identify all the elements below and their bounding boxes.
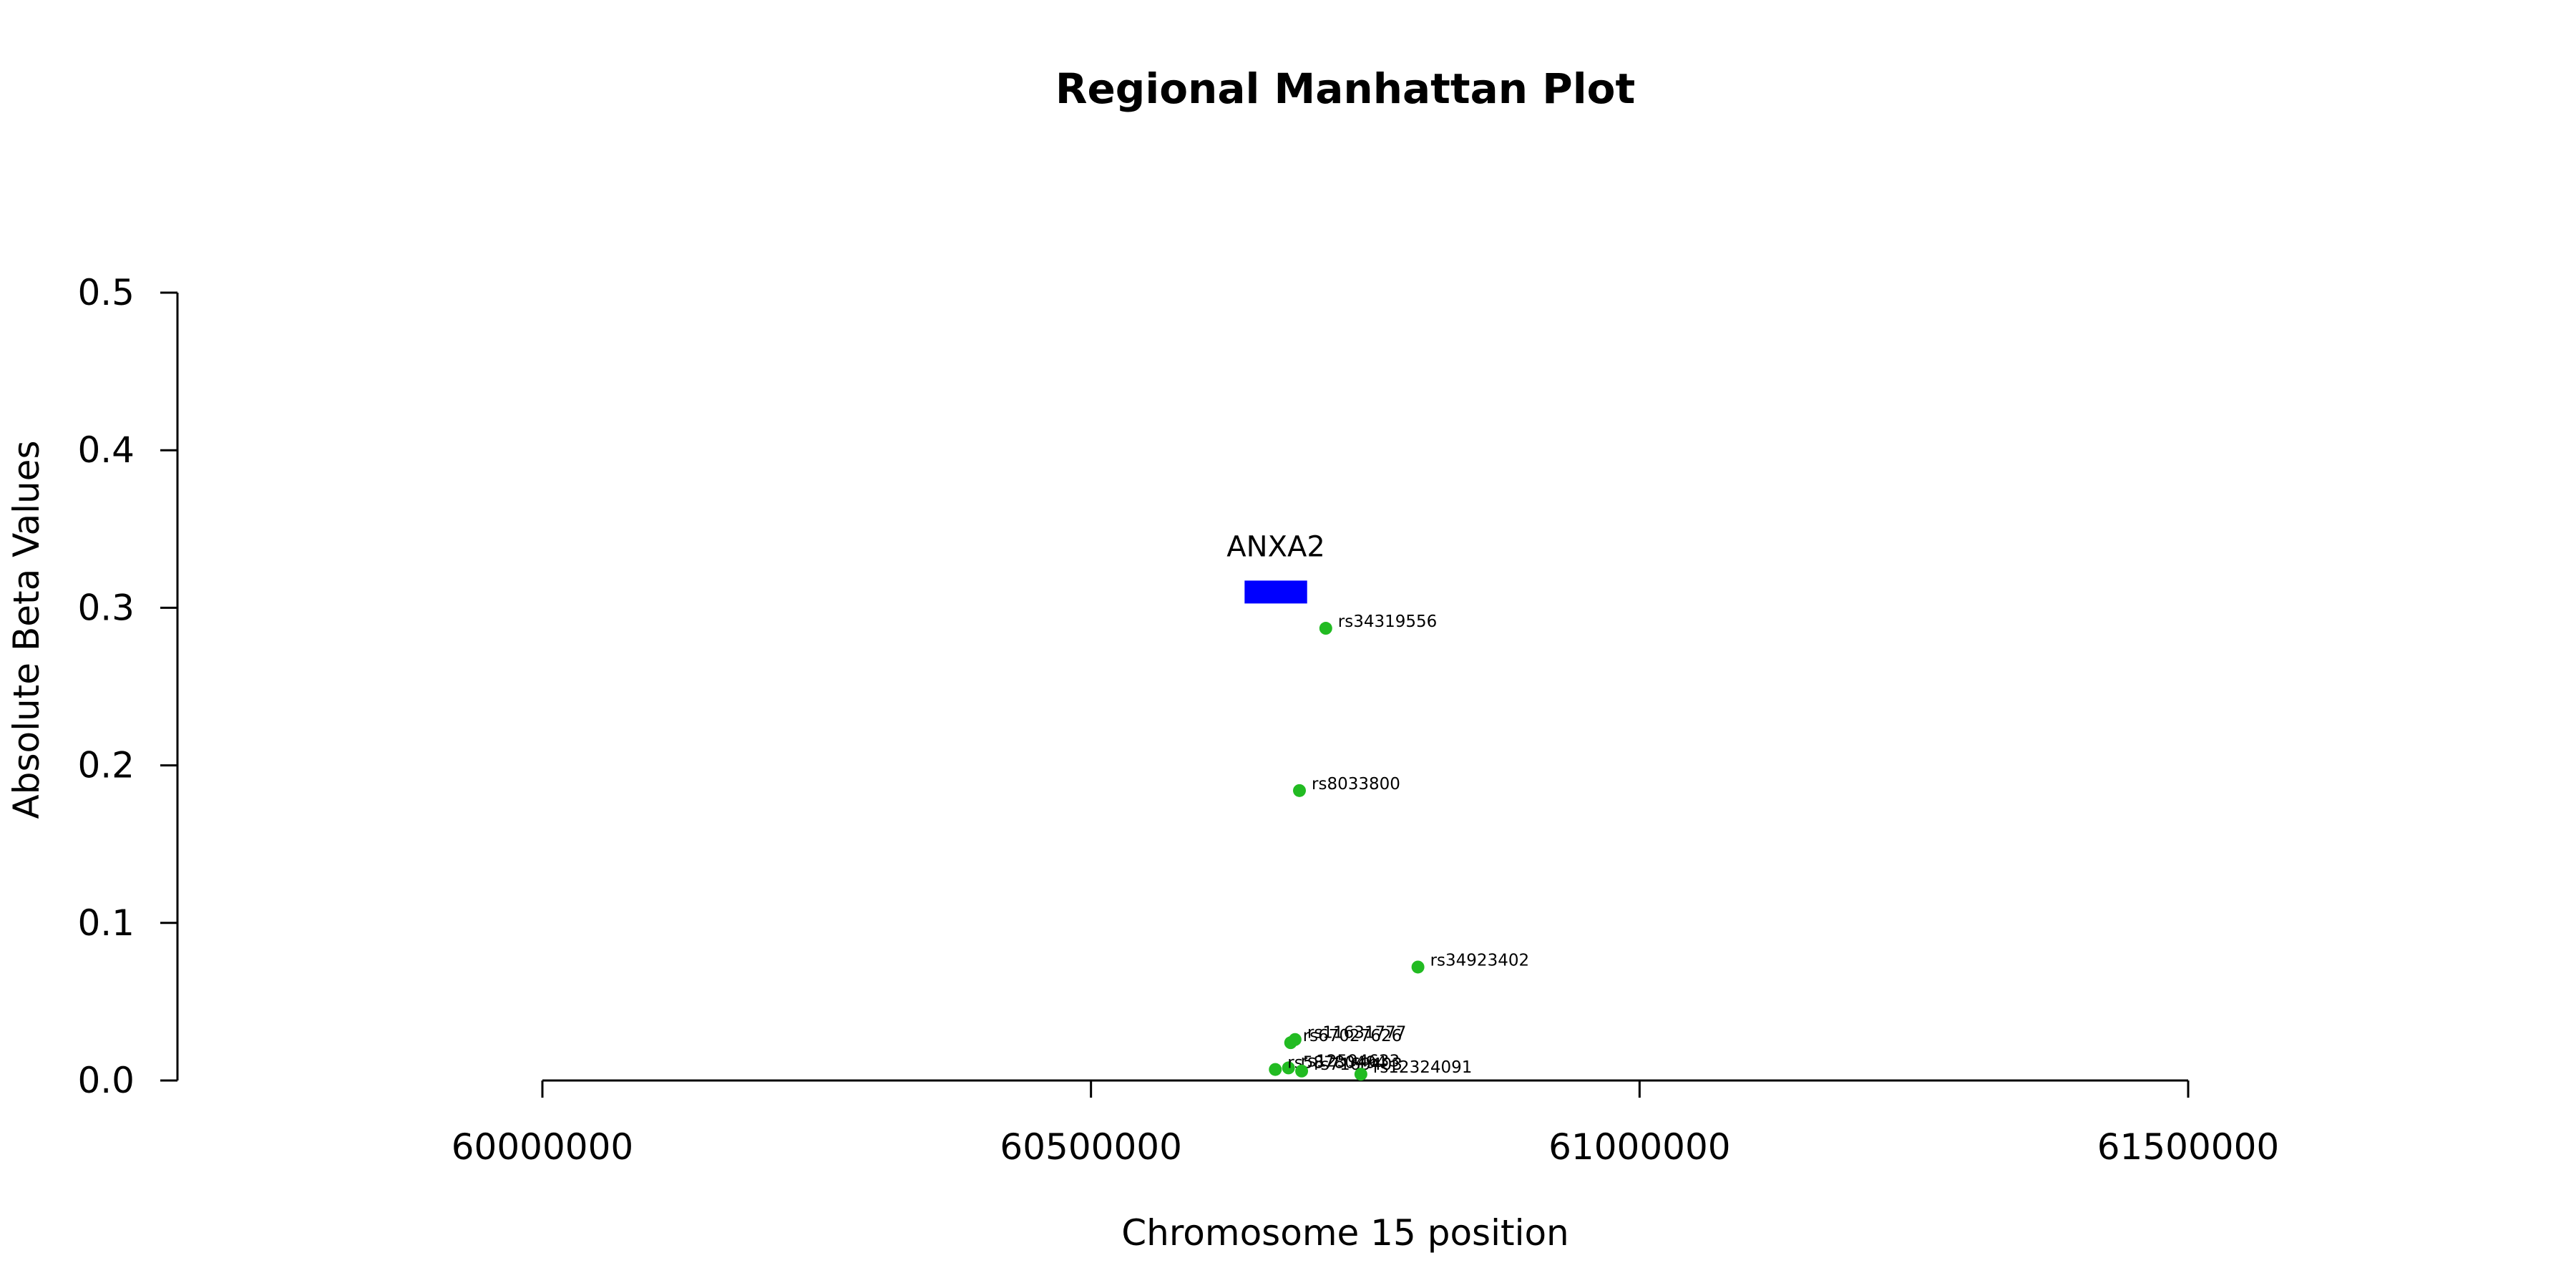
x-axis: 60000000 60500000 61000000 61500000: [452, 1079, 2280, 1168]
snp-label: rs12594633: [1301, 1052, 1400, 1070]
y-axis-label: Absolute Beta Values: [6, 441, 47, 819]
chart-title: Regional Manhattan Plot: [1055, 64, 1635, 113]
x-tick-label: 61500000: [2097, 1126, 2280, 1168]
snp-label: rs8033800: [1312, 775, 1400, 794]
y-tick-label: 0.0: [77, 1060, 135, 1101]
y-tick-label: 0.1: [77, 902, 135, 944]
snp-point: [1354, 1068, 1367, 1081]
y-tick-label: 0.4: [77, 429, 135, 471]
x-tick-label: 60000000: [452, 1126, 634, 1168]
snp-point: [1411, 960, 1425, 974]
snp-point: [1319, 622, 1332, 635]
snp-point: [1293, 784, 1306, 797]
y-tick-label: 0.5: [77, 272, 135, 313]
snp-point: [1269, 1063, 1282, 1076]
snp-label: rs11631777: [1307, 1024, 1407, 1043]
gene-label: ANXA2: [1226, 530, 1325, 563]
y-tick-label: 0.3: [77, 587, 135, 628]
snp-points: rs34319556rs8033800rs34923402rs11631777r…: [1269, 613, 1530, 1081]
snp-label: rs34923402: [1430, 951, 1530, 970]
snp-label: rs34319556: [1338, 613, 1438, 631]
snp-label: rs12324091: [1373, 1058, 1473, 1077]
y-tick-label: 0.2: [77, 745, 135, 786]
y-axis: 0.0 0.1 0.2 0.3 0.4 0.5: [77, 272, 179, 1101]
snp-label: rs67027626: [1303, 1027, 1402, 1045]
gene-track: ANXA2: [1226, 530, 1325, 604]
x-axis-label: Chromosome 15 position: [1121, 1212, 1569, 1254]
snp-point: [1284, 1036, 1297, 1050]
x-tick-label: 60500000: [1000, 1126, 1182, 1168]
gene-box: [1244, 580, 1307, 604]
x-tick-label: 61000000: [1548, 1126, 1731, 1168]
snp-point: [1282, 1061, 1295, 1075]
snp-point: [1295, 1064, 1309, 1078]
